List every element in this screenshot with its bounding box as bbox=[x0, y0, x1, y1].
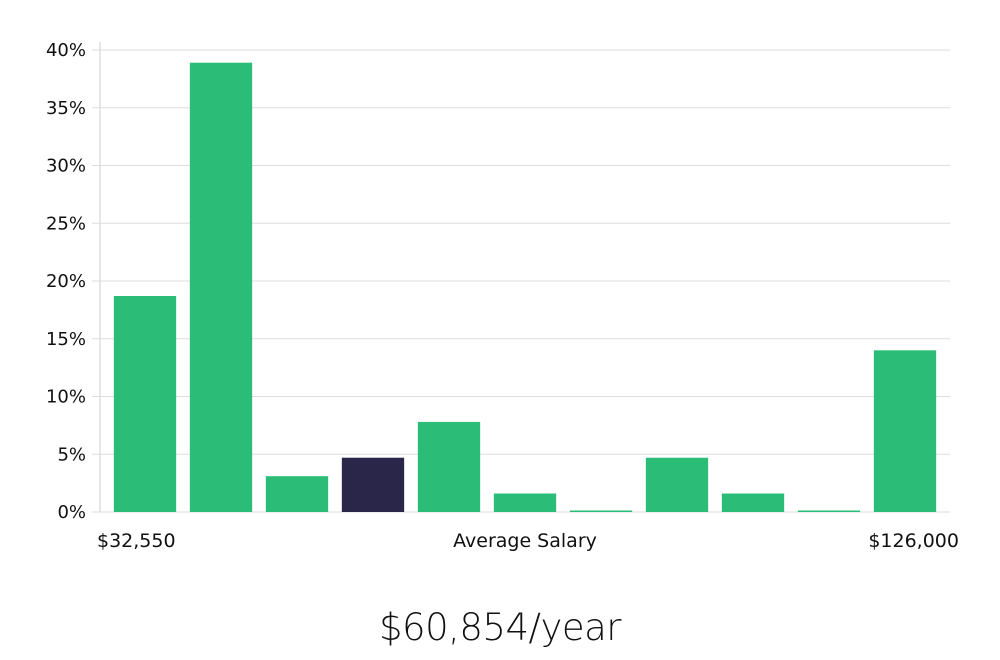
y-axis-ticks: 0% 5% 10% 15% 20% 25% 30% 35% 40% bbox=[46, 40, 86, 523]
salary-histogram: 0% 5% 10% 15% 20% 25% 30% 35% 40% $32,550 Averag… bbox=[46, 40, 959, 552]
bars bbox=[113, 62, 937, 513]
average-salary-value: $60,854/year bbox=[378, 606, 622, 649]
bar bbox=[189, 62, 253, 513]
x-axis-label: Average Salary bbox=[453, 530, 597, 552]
y-tick-label: 40% bbox=[46, 40, 86, 61]
bar bbox=[645, 457, 709, 512]
y-tick-label: 15% bbox=[46, 329, 86, 350]
y-tick-label: 10% bbox=[46, 387, 86, 408]
bar bbox=[797, 510, 861, 512]
bar bbox=[493, 493, 557, 512]
bar bbox=[417, 421, 481, 512]
y-tick-label: 5% bbox=[57, 444, 86, 465]
bar bbox=[721, 493, 785, 512]
bar bbox=[569, 510, 633, 512]
y-tick-label: 30% bbox=[46, 156, 86, 177]
y-tick-label: 0% bbox=[57, 502, 86, 523]
x-max-label: $126,000 bbox=[868, 530, 959, 552]
x-min-label: $32,550 bbox=[97, 530, 176, 552]
bar bbox=[113, 296, 177, 512]
y-tick-label: 25% bbox=[46, 213, 86, 234]
y-tick-label: 35% bbox=[46, 98, 86, 119]
bar bbox=[873, 350, 937, 512]
y-tick-label: 20% bbox=[46, 271, 86, 292]
bar-highlighted bbox=[341, 457, 405, 512]
bar bbox=[265, 476, 329, 512]
